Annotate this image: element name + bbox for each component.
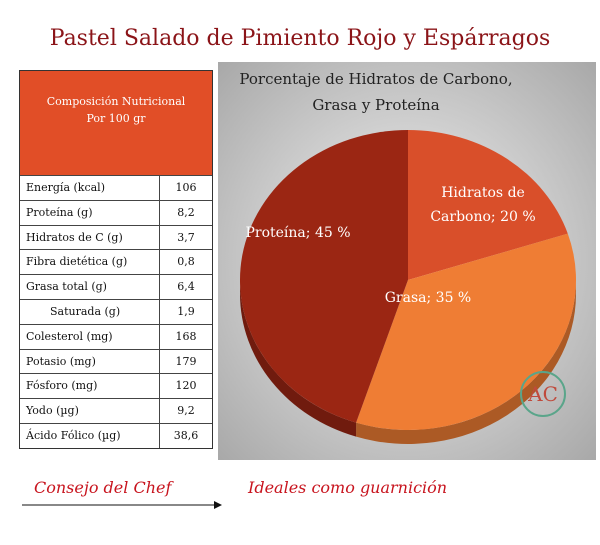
chart-title: Porcentaje de Hidratos de Carbono, Grasa… [226, 66, 526, 118]
nutrient-label: Potasio (mg) [20, 349, 160, 374]
nutrient-value: 6,4 [177, 280, 195, 294]
pie-slice [240, 130, 408, 423]
nutrient-label: Fósforo (mg) [20, 374, 160, 399]
chart-title-line1: Porcentaje de Hidratos de Carbono, [239, 70, 513, 88]
nutrient-label: Saturada (g) [20, 299, 160, 324]
arrow-right-icon [22, 501, 222, 509]
nutrition-table: Composición Nutricional Por 100 gr Energ… [19, 70, 213, 449]
nutrient-value: 106 [175, 181, 197, 194]
pie-slice-side [240, 280, 357, 437]
pie-slice [408, 130, 568, 280]
table-row: Grasa total (g) 6,4 [20, 274, 212, 299]
chart-title-line2: Grasa y Proteína [312, 96, 440, 114]
nutrient-label: Yodo (µg) [20, 399, 160, 423]
nutrient-label: Grasa total (g) [20, 275, 160, 299]
pie-chart: Hidratos de Carbono; 20 % Grasa; 35 % Prote… [218, 62, 596, 460]
table-row: Hidratos de C (g) 3,7 [20, 224, 212, 250]
table-row: Potasio (mg) 179 [20, 348, 212, 374]
pie-slice-label: Grasa; 35 % [385, 290, 472, 306]
pie-slice-side [356, 280, 576, 444]
table-header-line2: Por 100 gr [86, 112, 146, 125]
page-title: Pastel Salado de Pimiento Rojo y Espárra… [49, 26, 551, 51]
nutrient-value: 179 [175, 354, 197, 368]
ac-logo: AC [520, 371, 566, 417]
pie-slice [356, 233, 576, 431]
nutrient-value: 9,2 [177, 404, 195, 418]
table-row: Saturada (g) 1,9 [20, 298, 212, 324]
table-row: Fibra dietética (g) 0,8 [20, 249, 212, 275]
pie-slice-label: Proteína; 45 % [245, 225, 350, 241]
chef-tip-text: Ideales como guarnición [248, 478, 448, 497]
nutrient-value: 8,2 [177, 205, 195, 219]
nutrient-value: 3,7 [177, 230, 195, 244]
table-row: Ácido Fólico (µg) 38,6 [20, 422, 212, 448]
logo-circle [520, 371, 566, 417]
nutrient-value: 0,8 [177, 255, 195, 269]
chef-tip-label: Consejo del Chef [34, 478, 172, 497]
nutrient-value: 120 [175, 379, 197, 393]
table-row: Fósforo (mg) 120 [20, 373, 212, 399]
nutrient-label: Fibra dietética (g) [20, 250, 160, 275]
nutrient-value: 1,9 [177, 304, 195, 318]
nutrient-label: Colesterol (mg) [20, 324, 160, 349]
nutrient-value: 168 [175, 329, 197, 343]
table-row: Colesterol (mg) 168 [20, 323, 212, 349]
table-row: Energía (kcal) 106 [20, 175, 212, 200]
nutrient-label: Hidratos de C (g) [20, 225, 160, 250]
table-row: Yodo (µg) 9,2 [20, 398, 212, 423]
nutrient-label: Ácido Fólico (µg) [20, 423, 160, 448]
nutrient-value: 38,6 [173, 428, 199, 442]
nutrient-label: Energía (kcal) [20, 176, 160, 200]
pie-slice-label: Hidratos de Carbono; 20 % [430, 185, 535, 225]
nutrition-table-header: Composición Nutricional Por 100 gr [20, 71, 212, 175]
logo-text: AC [527, 382, 558, 406]
nutrient-label: Proteína (g) [20, 200, 160, 225]
table-row: Proteína (g) 8,2 [20, 199, 212, 225]
table-header-line1: Composición Nutricional [46, 95, 186, 108]
